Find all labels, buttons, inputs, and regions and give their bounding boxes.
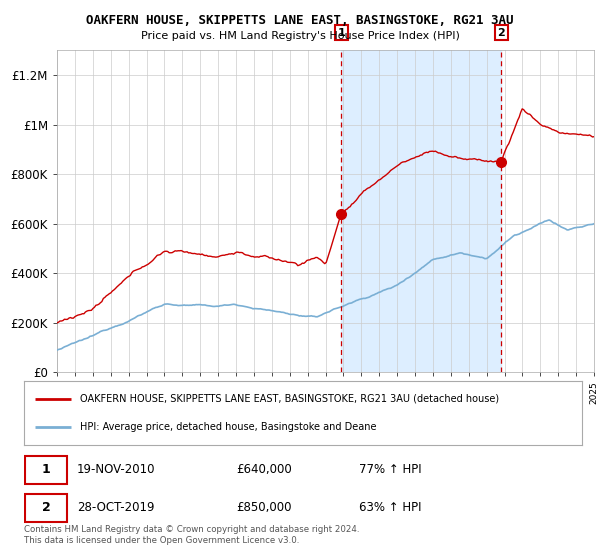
Text: 63% ↑ HPI: 63% ↑ HPI (359, 501, 421, 514)
Text: Contains HM Land Registry data © Crown copyright and database right 2024.
This d: Contains HM Land Registry data © Crown c… (24, 525, 359, 545)
Text: 2: 2 (41, 501, 50, 514)
Text: 1: 1 (41, 463, 50, 476)
FancyBboxPatch shape (25, 456, 67, 484)
Text: 77% ↑ HPI: 77% ↑ HPI (359, 463, 421, 476)
Text: OAKFERN HOUSE, SKIPPETTS LANE EAST, BASINGSTOKE, RG21 3AU (detached house): OAKFERN HOUSE, SKIPPETTS LANE EAST, BASI… (80, 394, 499, 404)
FancyBboxPatch shape (25, 493, 67, 521)
Text: OAKFERN HOUSE, SKIPPETTS LANE EAST, BASINGSTOKE, RG21 3AU: OAKFERN HOUSE, SKIPPETTS LANE EAST, BASI… (86, 14, 514, 27)
Text: Price paid vs. HM Land Registry's House Price Index (HPI): Price paid vs. HM Land Registry's House … (140, 31, 460, 41)
Text: HPI: Average price, detached house, Basingstoke and Deane: HPI: Average price, detached house, Basi… (80, 422, 376, 432)
Text: 19-NOV-2010: 19-NOV-2010 (77, 463, 155, 476)
Bar (341, 50, 502, 372)
Text: 28-OCT-2019: 28-OCT-2019 (77, 501, 155, 514)
Text: 1: 1 (337, 27, 345, 38)
Text: 2: 2 (497, 27, 505, 38)
Text: £640,000: £640,000 (236, 463, 292, 476)
Text: £850,000: £850,000 (236, 501, 292, 514)
